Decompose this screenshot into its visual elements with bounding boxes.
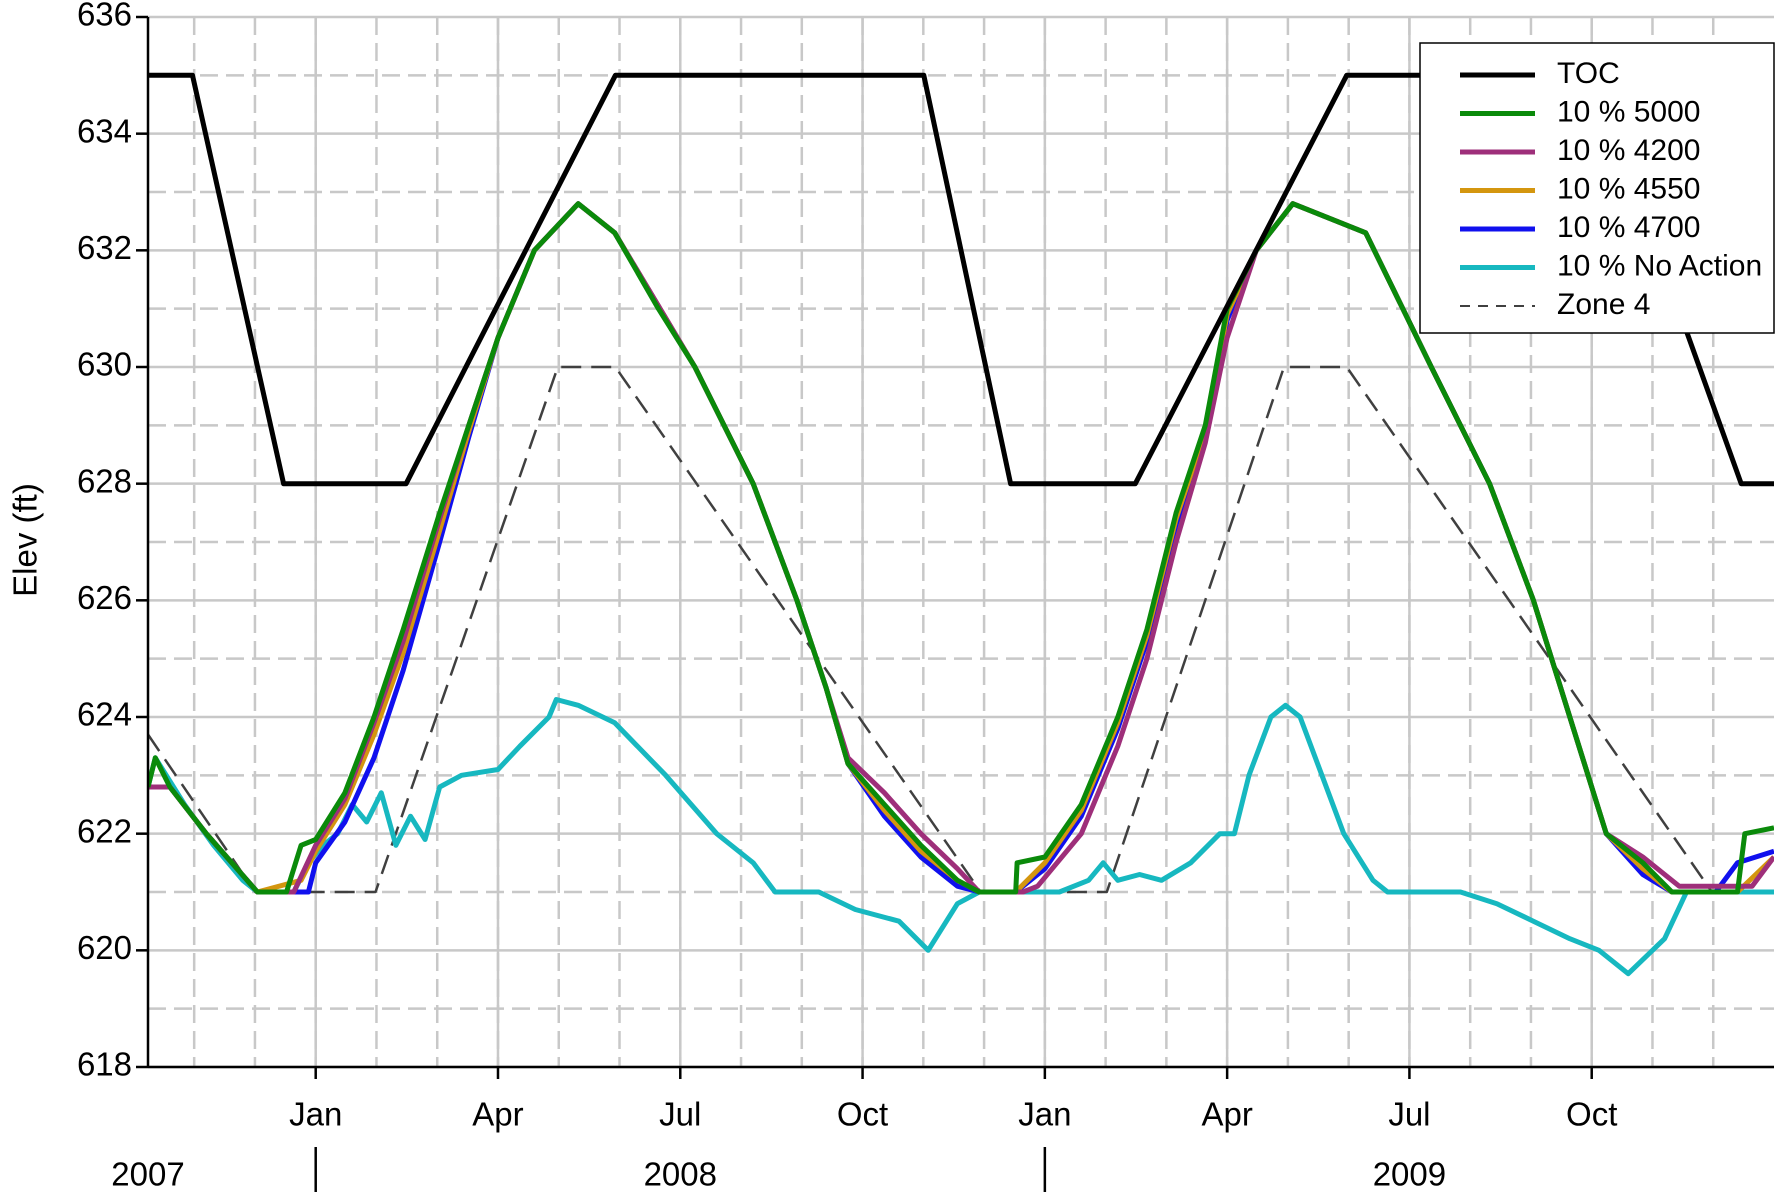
year-label: 2007 — [111, 1156, 184, 1192]
legend-label: 10 % 5000 — [1557, 95, 1700, 128]
legend-label: 10 % No Action — [1557, 249, 1762, 282]
year-label: 2009 — [1373, 1156, 1446, 1192]
y-tick-label: 636 — [77, 0, 132, 33]
x-tick-label: Oct — [1566, 1096, 1617, 1133]
legend-label: 10 % 4550 — [1557, 172, 1700, 205]
legend-label: 10 % 4200 — [1557, 134, 1700, 167]
x-tick-label: Apr — [472, 1096, 523, 1133]
y-tick-label: 634 — [77, 112, 132, 149]
y-axis-label: Elev (ft) — [7, 483, 44, 597]
x-tick-label: Jul — [1388, 1096, 1430, 1133]
y-tick-label: 628 — [77, 462, 132, 499]
legend-label: Zone 4 — [1557, 288, 1650, 321]
x-tick-label: Apr — [1201, 1096, 1252, 1133]
x-tick-label: Jan — [289, 1096, 342, 1133]
series-line — [148, 201, 1774, 895]
y-tick-label: 630 — [77, 346, 132, 383]
legend-label: 10 % 4700 — [1557, 211, 1700, 244]
y-tick-label: 632 — [77, 229, 132, 266]
x-tick-label: Jan — [1018, 1096, 1071, 1133]
y-tick-label: 622 — [77, 812, 132, 849]
legend-label: TOC — [1557, 57, 1620, 90]
y-tick-label: 620 — [77, 929, 132, 966]
y-tick-label: 624 — [77, 696, 132, 733]
y-tick-label: 618 — [77, 1046, 132, 1083]
x-tick-label: Jul — [659, 1096, 701, 1133]
x-tick-label: Oct — [837, 1096, 888, 1133]
year-label: 2008 — [644, 1156, 717, 1192]
y-tick-label: 626 — [77, 579, 132, 616]
